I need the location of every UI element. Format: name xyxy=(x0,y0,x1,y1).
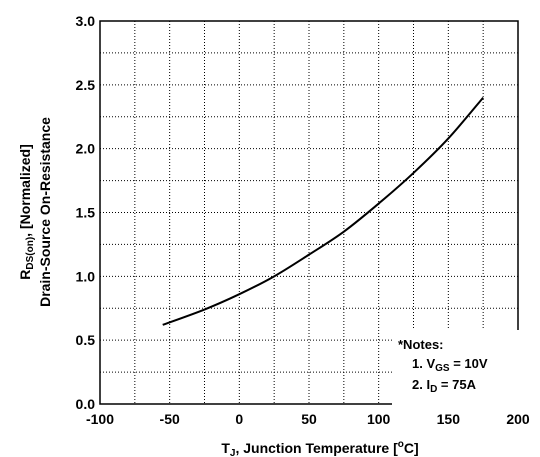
y-tick-label: 0.0 xyxy=(76,396,96,412)
notes-title: *Notes: xyxy=(398,337,444,352)
y-tick-label: 2.5 xyxy=(76,77,96,93)
y-axis-label-line1: RDS(on), [Normalized] xyxy=(17,144,36,279)
x-tick-label: 50 xyxy=(301,411,317,427)
x-tick-label: 200 xyxy=(506,411,530,427)
y-tick-label: 0.5 xyxy=(76,332,96,348)
notes-box: *Notes: 1. VGS = 10V 2. ID = 75A xyxy=(392,330,520,406)
note-id: 2. ID = 75A xyxy=(412,377,477,395)
x-tick-label: 0 xyxy=(235,411,243,427)
grid xyxy=(100,21,518,404)
y-tick-label: 1.5 xyxy=(76,205,96,221)
x-axis-label: TJ, Junction Temperature [oC] xyxy=(221,439,418,457)
x-tick-label: -50 xyxy=(160,411,180,427)
x-tick-label: 100 xyxy=(367,411,391,427)
y-tick-label: 1.0 xyxy=(76,268,96,284)
series-line xyxy=(162,96,484,326)
note-vgs: 1. VGS = 10V xyxy=(412,356,488,374)
y-tick-labels: 0.0 0.5 1.0 1.5 2.0 2.5 3.0 xyxy=(76,13,96,412)
x-tick-label: -100 xyxy=(86,411,114,427)
y-tick-label: 2.0 xyxy=(76,141,96,157)
notes-background xyxy=(392,330,520,406)
plot-frame xyxy=(99,20,519,405)
x-tick-label: 150 xyxy=(437,411,461,427)
y-tick-label: 3.0 xyxy=(76,13,96,29)
y-axis-label-line2: Drain-Source On-Resistance xyxy=(37,117,53,307)
x-tick-labels: -100 -50 0 50 100 150 200 xyxy=(86,411,530,427)
